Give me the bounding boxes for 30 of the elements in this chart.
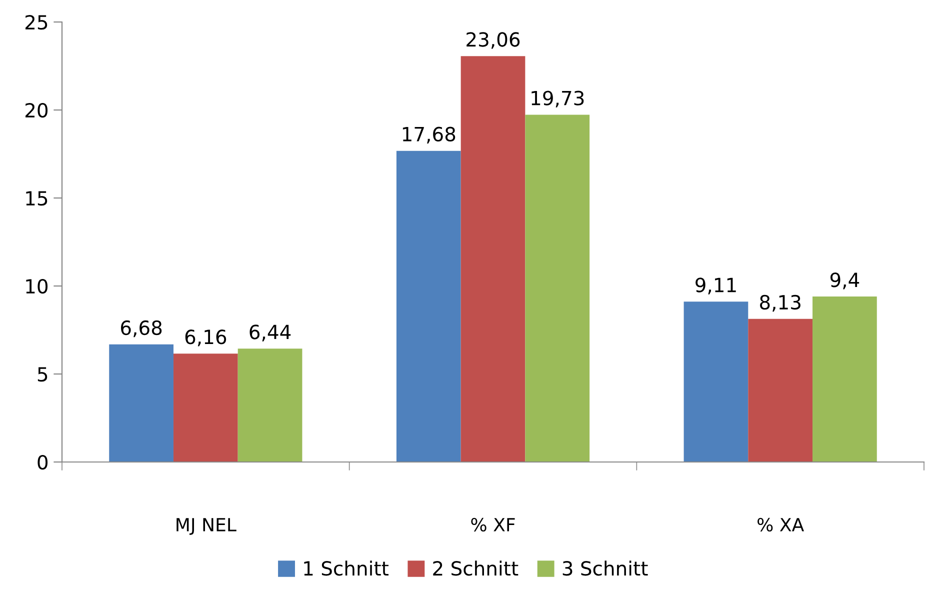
x-tick-label: % XA [758,518,804,532]
x-tick-label: MJ NEL [176,518,236,535]
bar [684,302,748,462]
data-label: 23,06 [466,32,520,49]
data-label: 6,16 [185,330,226,346]
bar [109,344,174,462]
y-tick-label: 0 [38,454,48,470]
bar [525,114,590,462]
legend-label: 2 Schnitt [433,560,518,576]
legend-label: 1 Schnitt [304,560,388,576]
y-tick-label: 25 [25,14,48,30]
y-tick-label: 10 [26,278,48,294]
data-label: 9,11 [696,278,736,294]
y-tick-label: 5 [38,367,48,382]
bar [396,150,461,462]
x-tick-label: % XF [471,518,515,532]
data-label: 17,68 [402,126,456,144]
data-label: 8,13 [760,294,800,312]
bar [460,56,526,462]
legend-label: 3 Schnitt [562,560,648,576]
bar [748,318,813,462]
data-label: 19,73 [532,90,584,108]
y-tick-label: 20 [25,102,48,118]
data-label: 9,4 [830,272,860,290]
bar [812,296,877,462]
bar [238,348,302,462]
data-label: 6,68 [121,320,162,338]
bar [173,354,238,462]
data-label: 6,44 [250,324,291,342]
y-tick-label: 15 [26,191,48,206]
